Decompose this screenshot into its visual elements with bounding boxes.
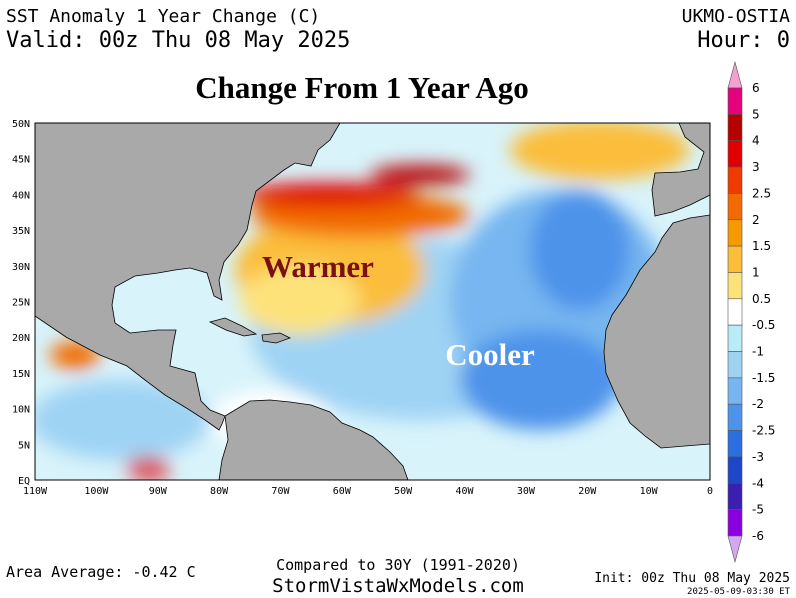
colorbar-segment [727, 193, 743, 221]
colorbar-label: 6 [752, 81, 760, 95]
lat-label: EQ [18, 476, 30, 487]
climatology: Compared to 30Y (1991-2020) [276, 556, 520, 574]
anomaly-field [35, 123, 690, 478]
colorbar-segment [727, 298, 743, 326]
lon-label: 20W [578, 486, 597, 497]
lat-label: 35N [12, 226, 30, 237]
lat-label: 30N [12, 262, 30, 273]
site: StormVistaWxModels.com [272, 575, 524, 597]
colorbar-label: 0.5 [752, 292, 771, 306]
lat-label: 10N [12, 405, 30, 416]
source: UKMO-OSTIA [682, 6, 791, 27]
africa [603, 214, 710, 449]
colorbar-label: -1.5 [752, 371, 775, 385]
cool-label: Cooler [445, 337, 535, 372]
timestamp: 2025-05-09-03:30 ET [687, 587, 791, 597]
colorbar-label: 4 [752, 134, 760, 148]
map [35, 123, 710, 480]
lat-label: 50N [12, 119, 30, 130]
lon-label: 110W [23, 486, 48, 497]
colorbar-segment [727, 114, 743, 141]
colorbar-segment [727, 272, 743, 300]
hispaniola [261, 332, 292, 344]
colorbar-segment [727, 351, 743, 379]
init-time: Init: 00z Thu 08 May 2025 [594, 571, 790, 586]
colorbar-segment [727, 430, 743, 458]
colorbar-segment [727, 509, 743, 537]
colorbar-under [727, 535, 743, 564]
lon-label: 90W [149, 486, 168, 497]
colorbar-segment [727, 219, 743, 247]
colorbar-label: -3 [752, 450, 764, 464]
colorbar-label: -2 [752, 397, 764, 411]
lat-label: 25N [12, 298, 30, 309]
lat-label: 45N [12, 155, 30, 166]
lon-label: 40W [456, 486, 475, 497]
colorbar-label: -0.5 [752, 318, 775, 332]
colorbar: 6 5 4 3 2.5 2 1.5 1 0.5 -0.5 -1 -1.5 -2 -2.5 -3 -4 -5 -6 [727, 60, 775, 564]
area-average: Area Average: -0.42 C [6, 563, 196, 581]
lat-label: 5N [18, 440, 30, 451]
lon-label: 10W [640, 486, 659, 497]
lon-label: 60W [333, 486, 352, 497]
colorbar-label: 5 [752, 107, 760, 121]
colorbar-label: 3 [752, 160, 760, 174]
colorbar-label: 1 [752, 265, 760, 279]
lon-label: 100W [84, 486, 109, 497]
iberia-europe [651, 123, 710, 217]
colorbar-label: -4 [752, 476, 764, 490]
colorbar-segment [727, 482, 743, 510]
colorbar-segment [727, 140, 743, 168]
colorbar-label: 2 [752, 213, 760, 227]
colorbar-segment [727, 456, 743, 484]
colorbar-segment [727, 377, 743, 405]
lon-label: 30W [517, 486, 536, 497]
lat-label: 40N [12, 190, 30, 201]
colorbar-label: -6 [752, 529, 764, 543]
lon-label: 0 [707, 486, 713, 497]
colorbar-segment [727, 87, 743, 115]
valid-time: Valid: 00z Thu 08 May 2025 [6, 28, 350, 53]
hour: Hour: 0 [697, 28, 790, 53]
colorbar-label: 1.5 [752, 239, 771, 253]
warm-label: Warmer [262, 249, 374, 284]
lat-label: 20N [12, 333, 30, 344]
north-central-america [35, 123, 341, 431]
lon-label: 50W [394, 486, 413, 497]
colorbar-label: -5 [752, 503, 764, 517]
colorbar-segment [727, 403, 743, 431]
colorbar-segment [727, 166, 743, 194]
colorbar-label: -2.5 [752, 424, 775, 438]
lon-label: 80W [210, 486, 229, 497]
colorbar-segment [727, 324, 743, 352]
cuba [208, 317, 258, 337]
product-title: SST Anomaly 1 Year Change (C) [6, 6, 320, 27]
lon-label: 70W [271, 486, 290, 497]
lat-label: 15N [12, 369, 30, 380]
colorbar-label: 2.5 [752, 186, 771, 200]
map-title: Change From 1 Year Ago [195, 70, 529, 105]
map-frame [34, 122, 711, 481]
colorbar-over [727, 60, 743, 89]
colorbar-segment [727, 245, 743, 273]
south-america [218, 399, 409, 480]
colorbar-label: -1 [752, 345, 764, 359]
